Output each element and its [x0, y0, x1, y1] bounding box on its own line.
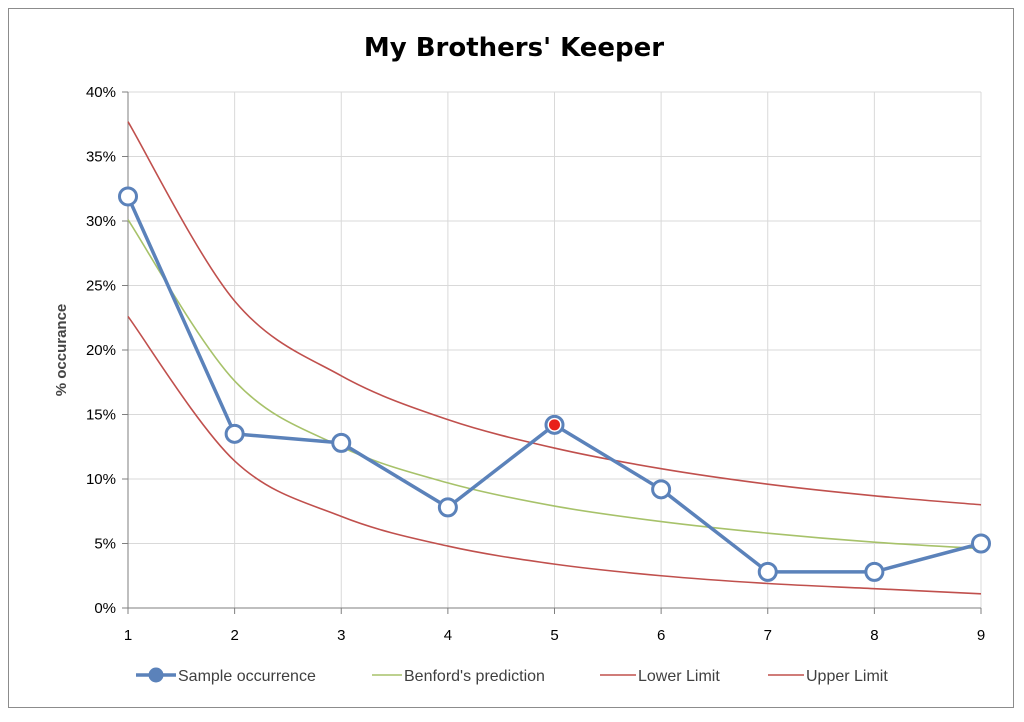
- x-tick-label: 9: [977, 627, 985, 644]
- markers-layer: [118, 186, 991, 582]
- x-tick-label: 8: [870, 627, 878, 644]
- chart-title: My Brothers' Keeper: [364, 33, 664, 63]
- benford-s-prediction-line: [127, 219, 982, 550]
- legend-label-lower-limit: Lower Limit: [638, 668, 720, 685]
- sample-occurrence-marker: [651, 479, 672, 500]
- legend: Sample occurrence Benford's prediction Low…: [136, 667, 888, 685]
- y-tick-label: 30%: [86, 213, 116, 230]
- y-tick-label: 40%: [86, 84, 116, 101]
- y-tick-label: 25%: [86, 278, 116, 295]
- y-tick-label: 5%: [94, 536, 116, 553]
- x-tick-label: 5: [550, 627, 558, 644]
- highlighted-point-marker: [549, 419, 560, 431]
- sample-occurrence-marker: [971, 533, 991, 554]
- y-tick-label: 15%: [86, 407, 116, 424]
- y-tick-label: 20%: [86, 342, 116, 359]
- chart-frame: [8, 8, 1014, 708]
- x-tick-label: 7: [764, 627, 772, 644]
- y-tick-labels: 0% 5% 10% 15% 20% 25% 30% 35% 40%: [86, 84, 116, 617]
- x-tick-label: 3: [337, 627, 345, 644]
- y-tick-label: 35%: [86, 149, 116, 166]
- x-tick-label: 6: [657, 627, 665, 644]
- x-tick-labels: 1 2 3 4 5 6 7 8 9: [124, 627, 985, 644]
- sample-occurrence-marker: [437, 497, 458, 518]
- legend-marker-sample-occurrence: [148, 667, 164, 683]
- y-tick-label: 0%: [94, 600, 116, 617]
- x-tick-label: 2: [230, 627, 238, 644]
- gridlines: [128, 91, 982, 608]
- legend-label-benford-s-prediction: Benford's prediction: [404, 668, 545, 685]
- legend-label-upper-limit: Upper Limit: [806, 668, 888, 685]
- x-tick-label: 1: [124, 627, 132, 644]
- upper-limit-line: [127, 121, 982, 506]
- sample-occurrence-marker: [864, 561, 885, 582]
- y-axis-label: % occurance: [53, 304, 70, 397]
- legend-label-sample-occurrence: Sample occurrence: [178, 668, 316, 685]
- sample-occurrence-marker: [331, 432, 352, 453]
- axes: [122, 91, 982, 614]
- sample-occurrence-marker: [118, 186, 138, 207]
- sample-occurrence-marker: [757, 561, 778, 582]
- y-tick-label: 10%: [86, 471, 116, 488]
- sample-occurrence-marker: [224, 423, 245, 444]
- x-tick-label: 4: [444, 627, 452, 644]
- lower-limit-line: [127, 315, 982, 595]
